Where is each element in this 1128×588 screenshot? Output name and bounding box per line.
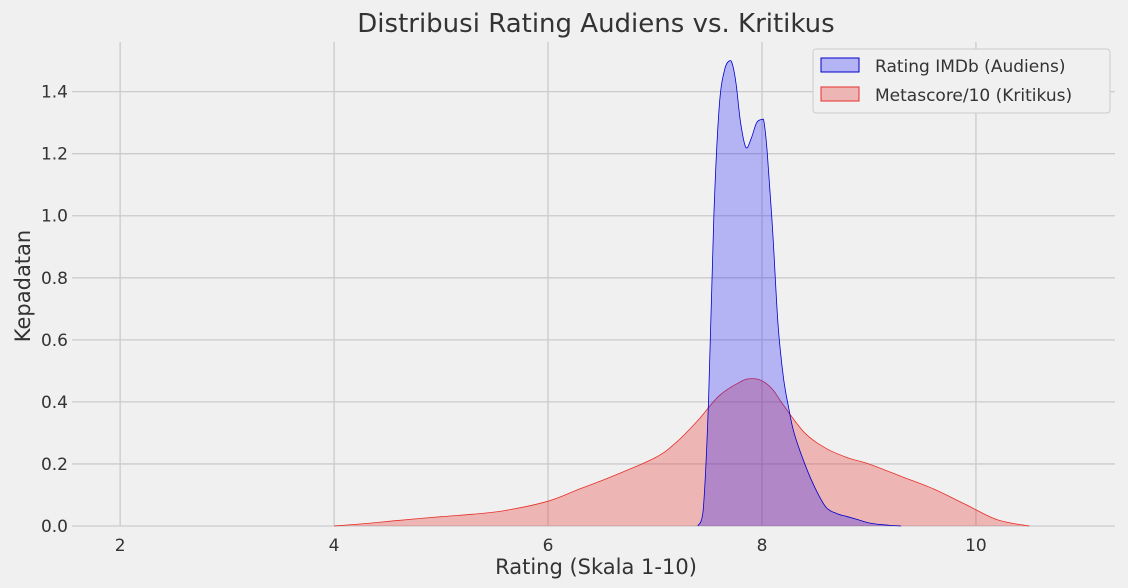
density-line-0 bbox=[697, 60, 902, 527]
legend-label-imdb: Rating IMDb (Audiens) bbox=[875, 57, 1065, 77]
tick-labels: 2 4 6 8 10 0.0 0.2 0.4 0.6 0.8 1.0 1.2 1.4 bbox=[41, 83, 987, 556]
x-tick-label: 2 bbox=[115, 536, 126, 556]
y-tick-label: 0.8 bbox=[41, 269, 68, 289]
plot-area bbox=[72, 42, 1115, 526]
y-axis-label: Kepadatan bbox=[11, 230, 35, 342]
x-axis-label: Rating (Skala 1-10) bbox=[495, 555, 697, 579]
x-tick-label: 4 bbox=[329, 536, 340, 556]
series-layer bbox=[334, 60, 1030, 527]
legend: Rating IMDb (Audiens) Metascore/10 (Krit… bbox=[812, 48, 1111, 114]
y-tick-label: 1.0 bbox=[41, 207, 68, 227]
chart-title: Distribusi Rating Audiens vs. Kritikus bbox=[357, 9, 834, 39]
y-tick-label: 0.0 bbox=[41, 517, 68, 537]
y-tick-label: 0.4 bbox=[41, 393, 68, 413]
x-tick-label: 10 bbox=[965, 536, 987, 556]
density-area-1 bbox=[334, 378, 1030, 526]
x-tick-label: 8 bbox=[757, 536, 768, 556]
legend-swatch-metascore bbox=[820, 86, 860, 102]
density-line-1 bbox=[334, 378, 1030, 527]
density-area-0 bbox=[697, 60, 902, 526]
y-tick-label: 0.2 bbox=[41, 455, 68, 475]
y-tick-label: 1.4 bbox=[41, 83, 68, 103]
y-tick-label: 0.6 bbox=[41, 331, 68, 351]
legend-swatch-imdb bbox=[820, 57, 860, 73]
x-tick-label: 6 bbox=[543, 536, 554, 556]
legend-label-metascore: Metascore/10 (Kritikus) bbox=[875, 86, 1072, 106]
legend-box bbox=[812, 48, 1111, 114]
y-tick-label: 1.2 bbox=[41, 145, 68, 165]
